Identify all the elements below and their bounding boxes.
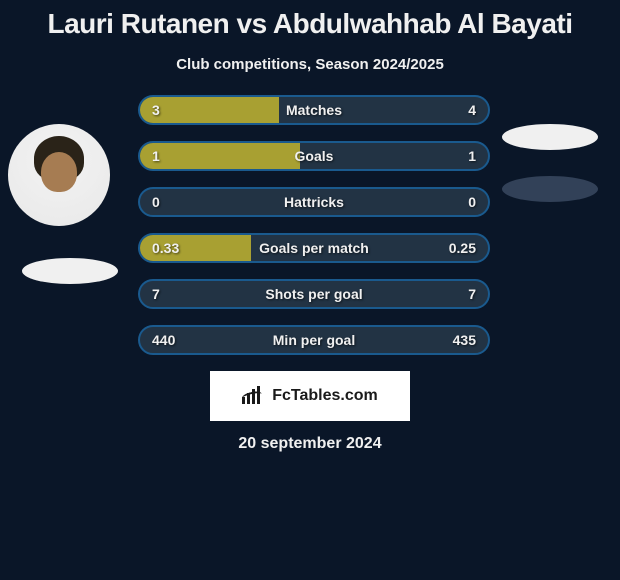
stat-value-right: 0.25 [449,240,476,256]
stats-container: 3 Matches 4 1 Goals 1 0 Hattricks 0 0.33 Goals per… [138,95,490,355]
stat-value-left: 0 [152,194,160,210]
stat-label: Shots per goal [265,286,362,302]
stat-row: 7 Shots per goal 7 [138,279,490,309]
logo-text: FcTables.com [272,387,378,405]
stat-row: 1 Goals 1 [138,141,490,171]
stat-row: 440 Min per goal 435 [138,325,490,355]
stat-row: 3 Matches 4 [138,95,490,125]
player-2-name-pill-1 [502,124,598,150]
stat-label: Goals [295,148,334,164]
stat-label: Hattricks [284,194,344,210]
stat-value-left: 440 [152,332,175,348]
stat-value-left: 0.33 [152,240,179,256]
stat-value-right: 4 [468,102,476,118]
stat-value-left: 7 [152,286,160,302]
stat-fill-left [140,97,279,123]
stat-value-right: 7 [468,286,476,302]
player-1-name-pill [22,258,118,284]
stat-value-right: 435 [453,332,476,348]
stat-fill-left [140,143,300,169]
stat-value-right: 1 [468,148,476,164]
logo-icon [242,386,266,406]
subtitle: Club competitions, Season 2024/2025 [0,56,620,73]
stat-value-right: 0 [468,194,476,210]
date-label: 20 september 2024 [0,435,620,453]
stat-row: 0.33 Goals per match 0.25 [138,233,490,263]
stat-value-left: 3 [152,102,160,118]
page-title: Lauri Rutanen vs Abdulwahhab Al Bayati [0,8,620,40]
stat-label: Goals per match [259,240,369,256]
stat-value-left: 1 [152,148,160,164]
fctables-logo: FcTables.com [210,371,410,421]
stat-label: Min per goal [273,332,355,348]
player-1-avatar [8,124,110,226]
stat-row: 0 Hattricks 0 [138,187,490,217]
player-2-name-pill-2 [502,176,598,202]
stat-label: Matches [286,102,342,118]
